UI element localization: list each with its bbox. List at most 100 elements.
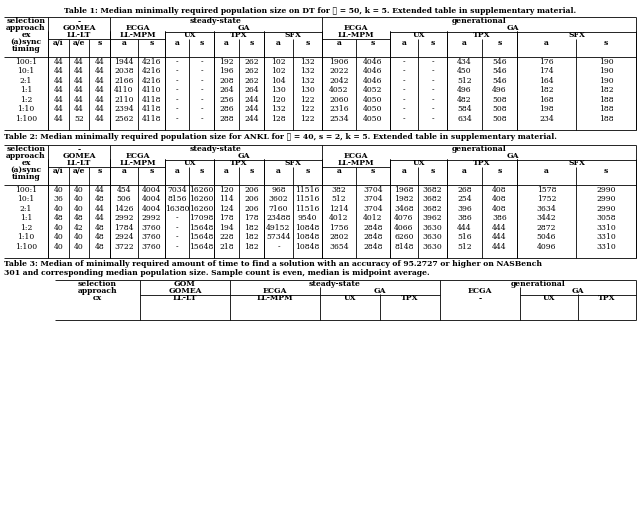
- Text: s: s: [250, 39, 253, 47]
- Text: 100:1: 100:1: [15, 58, 37, 66]
- Text: timing: timing: [12, 173, 40, 181]
- Text: 132: 132: [271, 105, 286, 113]
- Text: a: a: [276, 167, 281, 175]
- Text: 3442: 3442: [537, 214, 556, 222]
- Text: 516: 516: [457, 233, 472, 241]
- Text: 178: 178: [244, 214, 259, 222]
- Text: 3468: 3468: [394, 205, 414, 213]
- Text: 264: 264: [219, 86, 234, 94]
- Text: 3722: 3722: [114, 243, 134, 251]
- Text: 4216: 4216: [141, 67, 161, 75]
- Text: steady-state: steady-state: [190, 17, 242, 25]
- Text: -: -: [176, 58, 179, 66]
- Text: LL-LT: LL-LT: [173, 294, 197, 302]
- Text: 190: 190: [598, 67, 613, 75]
- Text: 244: 244: [244, 115, 259, 123]
- Text: 546: 546: [492, 58, 507, 66]
- Text: 1426: 1426: [115, 205, 134, 213]
- Text: 11516: 11516: [295, 186, 320, 194]
- Text: 1:10: 1:10: [17, 233, 35, 241]
- Text: 444: 444: [492, 224, 507, 232]
- Text: a: a: [401, 167, 406, 175]
- Text: 3654: 3654: [329, 243, 349, 251]
- Text: 4012: 4012: [364, 214, 383, 222]
- Text: 2992: 2992: [141, 214, 161, 222]
- Text: 3634: 3634: [536, 205, 556, 213]
- Text: UX: UX: [412, 31, 425, 39]
- Text: -: -: [403, 77, 405, 85]
- Text: ex: ex: [21, 159, 31, 167]
- Text: -: -: [431, 58, 434, 66]
- Text: 3704: 3704: [363, 195, 383, 203]
- Text: 244: 244: [244, 105, 259, 113]
- Text: 3630: 3630: [422, 243, 442, 251]
- Text: 508: 508: [492, 105, 507, 113]
- Text: 40: 40: [54, 243, 63, 251]
- Text: a/i: a/i: [53, 39, 64, 47]
- Text: UX: UX: [183, 159, 196, 167]
- Text: a: a: [224, 39, 229, 47]
- Text: 2802: 2802: [329, 233, 349, 241]
- Text: 40: 40: [74, 186, 84, 194]
- Text: 228: 228: [219, 233, 234, 241]
- Text: GOM: GOM: [174, 280, 196, 288]
- Text: 16260: 16260: [189, 205, 214, 213]
- Text: s: s: [305, 167, 310, 175]
- Text: 450: 450: [457, 67, 472, 75]
- Text: LL-MPM: LL-MPM: [338, 159, 374, 167]
- Text: 188: 188: [598, 96, 613, 104]
- Text: a: a: [175, 39, 179, 47]
- Text: TPX: TPX: [473, 159, 491, 167]
- Text: 4118: 4118: [141, 115, 161, 123]
- Text: UX: UX: [543, 294, 556, 302]
- Text: 44: 44: [54, 115, 63, 123]
- Text: 1784: 1784: [115, 224, 134, 232]
- Text: 132: 132: [300, 67, 315, 75]
- Text: 3630: 3630: [422, 224, 442, 232]
- Text: 178: 178: [219, 214, 234, 222]
- Text: a: a: [122, 39, 127, 47]
- Text: 3962: 3962: [422, 214, 442, 222]
- Text: cx: cx: [93, 294, 102, 302]
- Text: 10848: 10848: [295, 243, 320, 251]
- Text: 100:1: 100:1: [15, 186, 37, 194]
- Text: 3760: 3760: [141, 243, 161, 251]
- Text: a: a: [175, 167, 179, 175]
- Text: GOMEA: GOMEA: [62, 152, 96, 160]
- Text: s: s: [97, 167, 102, 175]
- Text: 3602: 3602: [269, 195, 288, 203]
- Text: 206: 206: [244, 186, 259, 194]
- Text: 122: 122: [300, 96, 315, 104]
- Text: 512: 512: [332, 195, 346, 203]
- Text: 10:1: 10:1: [17, 67, 35, 75]
- Text: 164: 164: [539, 77, 554, 85]
- Text: LL-MPM: LL-MPM: [338, 31, 374, 39]
- Text: 4050: 4050: [364, 96, 383, 104]
- Text: UX: UX: [412, 159, 425, 167]
- Text: 44: 44: [54, 105, 63, 113]
- Text: 48: 48: [95, 233, 104, 241]
- Text: 3682: 3682: [422, 205, 442, 213]
- Text: 4004: 4004: [141, 186, 161, 194]
- Text: s: s: [371, 39, 375, 47]
- Text: -: -: [277, 243, 280, 251]
- Text: 182: 182: [244, 233, 259, 241]
- Text: 4118: 4118: [141, 96, 161, 104]
- Text: 1906: 1906: [329, 58, 349, 66]
- Text: 434: 434: [457, 58, 472, 66]
- Text: 192: 192: [219, 58, 234, 66]
- Text: 40: 40: [54, 224, 63, 232]
- Text: -: -: [403, 105, 405, 113]
- Text: -: -: [176, 233, 179, 241]
- Text: TPX: TPX: [401, 294, 419, 302]
- Text: approach: approach: [77, 287, 117, 295]
- Text: 4004: 4004: [141, 195, 161, 203]
- Text: -: -: [200, 58, 203, 66]
- Text: 114: 114: [219, 195, 234, 203]
- Text: 176: 176: [539, 58, 554, 66]
- Text: 196: 196: [219, 67, 234, 75]
- Text: 4046: 4046: [364, 58, 383, 66]
- Text: TPX: TPX: [598, 294, 616, 302]
- Text: LL-MPM: LL-MPM: [257, 294, 293, 302]
- Text: 15648: 15648: [189, 233, 214, 241]
